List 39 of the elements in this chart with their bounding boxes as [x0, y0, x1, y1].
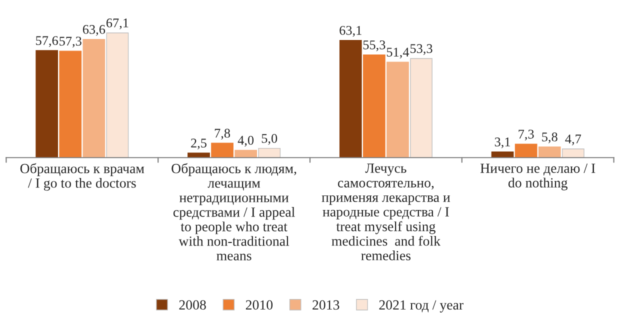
bar: [362, 54, 386, 158]
legend-label: 2013: [312, 300, 340, 310]
data-label: 3,1: [494, 138, 510, 148]
data-label: 5,0: [262, 134, 278, 145]
bar: [211, 142, 234, 158]
data-label: 53,3: [410, 44, 432, 55]
x-tick-label: Ничего не делаю / I do nothing: [480, 164, 596, 190]
x-tick-label: Обращаюсь к людям, лечащим нетрадиционными средствами / I appeal to people who treat with non-traditional means: [172, 163, 296, 260]
data-label: 5,8: [542, 132, 558, 144]
bar: [234, 150, 258, 158]
data-label: 7,8: [214, 128, 230, 140]
x-tick-label: Обращаюсь к врачам / I go to the doctors: [20, 163, 144, 191]
bar: [188, 152, 210, 158]
bar: [258, 148, 281, 158]
data-label: 63,1: [340, 26, 362, 37]
data-label: 51,4: [386, 48, 410, 58]
bar: [106, 32, 129, 158]
bar: [36, 50, 58, 158]
bar: [339, 40, 362, 158]
data-label: 55,3: [363, 40, 386, 52]
data-label: 2,5: [191, 138, 206, 150]
data-label: 7,3: [518, 130, 534, 140]
legend-label: 2021 год / year: [379, 300, 464, 312]
bar: [59, 50, 82, 158]
data-label: 63,6: [82, 25, 106, 36]
x-tick-label: Лечусь самостоятельно, применяя лекарства и народные средства / I treat myself using medicines and folk remedies: [322, 164, 450, 260]
bar: [82, 39, 106, 158]
legend-label: 2008: [179, 300, 206, 310]
bar: [410, 58, 432, 158]
data-label: 57,3: [60, 36, 82, 48]
bar: [514, 144, 538, 158]
bar: [538, 146, 561, 158]
data-label: 57,6: [36, 36, 58, 47]
data-label: 67,1: [106, 18, 128, 30]
bar: [562, 148, 584, 158]
data-label: 4,7: [565, 134, 582, 146]
bar: [386, 62, 409, 158]
data-label: 4,0: [238, 136, 254, 147]
legend-label: 2010: [246, 300, 273, 310]
